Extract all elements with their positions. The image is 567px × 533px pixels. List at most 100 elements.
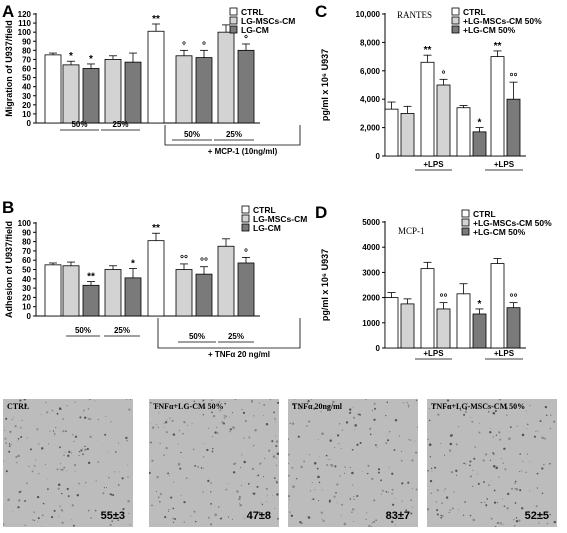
chart-b-tick-label: 0 [27, 312, 32, 321]
cell-dot [498, 431, 501, 434]
cell-dot [252, 492, 256, 495]
cell-dot [488, 411, 490, 413]
cell-dot [23, 399, 26, 401]
cell-dot [427, 438, 429, 440]
chart-d-tick-label: 3000 [362, 268, 380, 277]
cell-dot [474, 446, 477, 448]
chart-a-bar [195, 57, 213, 124]
cell-dot [489, 431, 492, 434]
chart-b-significance-mark: °° [180, 254, 188, 265]
cell-dot [177, 462, 181, 466]
cell-dot [74, 435, 78, 438]
cell-dot [157, 426, 159, 428]
chart-c-tick-label: 8,000 [360, 38, 381, 47]
cell-dot [389, 430, 391, 432]
cell-dot [336, 483, 339, 486]
chart-c-bar [506, 98, 521, 157]
cell-dot [401, 500, 403, 502]
cell-dot [127, 499, 130, 503]
cell-dot [51, 516, 54, 519]
cell-dot [21, 419, 23, 422]
cell-dot [61, 468, 64, 472]
cell-dot [83, 409, 85, 411]
cell-dot [385, 442, 388, 445]
cell-dot [408, 438, 411, 441]
chart-b-group-label: 25% [228, 332, 244, 341]
cell-dot [33, 519, 35, 522]
cell-dot [510, 487, 514, 490]
cell-dot [219, 517, 223, 520]
chart-a-tick-label: 10 [22, 110, 31, 119]
cell-dot [322, 519, 325, 522]
cell-dot [128, 408, 131, 411]
cell-dot [272, 495, 273, 497]
cell-dot [29, 448, 33, 451]
cell-dot [12, 511, 14, 513]
chart-b-tick-label: 80 [22, 238, 31, 247]
cell-dot [4, 437, 7, 440]
cell-dot [90, 517, 92, 519]
cell-dot [103, 487, 105, 489]
cell-dot [541, 467, 544, 470]
cell-dot [369, 427, 372, 430]
cell-dot [458, 508, 460, 510]
cell-dot [275, 440, 279, 443]
cell-dot [414, 451, 418, 454]
cell-dot [74, 401, 76, 403]
chart-c-title: RANTES [397, 10, 432, 20]
cell-dot [394, 524, 396, 526]
cell-dot [428, 419, 431, 422]
chart-b-significance-mark: ** [152, 223, 160, 234]
cell-dot [357, 413, 360, 416]
cell-dot [60, 468, 62, 470]
cell-dot [430, 492, 432, 494]
cell-dot [248, 436, 251, 439]
cell-dot [158, 412, 160, 414]
cell-dot [339, 475, 341, 477]
cell-dot [61, 521, 64, 524]
cell-dot [45, 402, 47, 403]
cell-dot [163, 454, 165, 457]
cell-dot [234, 399, 237, 401]
cell-dot [445, 496, 449, 499]
chart-a-bar [124, 61, 142, 124]
chart-c-legend-entry: +LG-MSCs-CM 50% [463, 16, 542, 26]
cell-dot [394, 498, 396, 500]
cell-dot [455, 474, 458, 476]
cell-dot [553, 520, 556, 524]
cell-dot [427, 469, 429, 472]
cell-dot [156, 405, 159, 408]
cell-dot [266, 501, 268, 502]
cell-dot [502, 462, 504, 464]
cell-dot [336, 434, 340, 437]
cell-dot [253, 445, 255, 447]
cell-dot [277, 517, 279, 520]
cell-dot [502, 523, 504, 525]
chart-c-significance-mark: ** [494, 41, 502, 52]
cell-dot [42, 502, 45, 505]
cell-dot [374, 407, 376, 410]
micrograph-4: TNFα+LG-MSCs-CM 50% 52±5 [427, 399, 557, 527]
cell-dot [170, 496, 173, 499]
cell-dot [60, 463, 62, 465]
cell-dot [186, 424, 188, 426]
cell-dot [256, 475, 258, 477]
cell-dot [73, 440, 75, 442]
cell-dot [71, 519, 73, 521]
cell-dot [410, 512, 413, 515]
cell-dot [118, 484, 120, 486]
cell-dot [466, 402, 469, 404]
cell-dot [462, 514, 465, 516]
cell-dot [263, 457, 266, 460]
cell-dot [159, 442, 161, 444]
micrograph-4-caption: TNFα+LG-MSCs-CM 50% [431, 402, 526, 411]
cell-dot [49, 430, 51, 432]
cell-dot [185, 477, 188, 480]
cell-dot [472, 469, 474, 471]
chart-d-bar [472, 313, 487, 349]
cell-dot [262, 476, 265, 478]
cell-dot [239, 503, 241, 504]
cell-dot [321, 432, 324, 435]
cell-dot [354, 424, 357, 427]
cell-dot [314, 489, 316, 491]
